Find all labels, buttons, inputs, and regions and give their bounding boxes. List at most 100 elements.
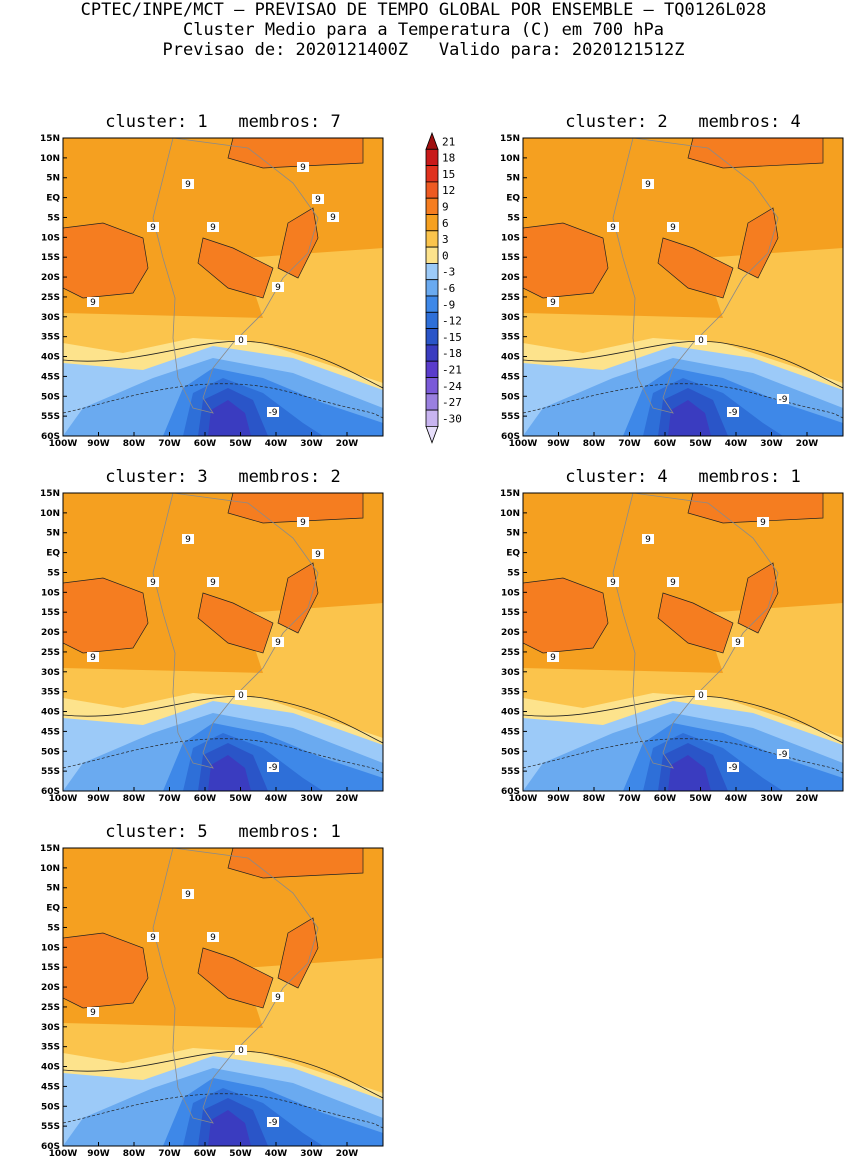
lon-tick-label: 60W xyxy=(654,794,677,804)
lon-tick-label: 70W xyxy=(618,439,641,449)
map-panel-2: 9 9 9 9 0 -9 -9 15N 10N 5N EQ 5S 10S 15S 20S 25S 30S 35S 4… xyxy=(500,134,844,449)
lat-tick-label: 45S xyxy=(41,727,60,737)
lon-tick-label: 30W xyxy=(760,439,783,449)
contour-label-9: 9 xyxy=(90,1008,96,1018)
contour-label-9: 9 xyxy=(670,578,676,588)
contour-label-9: 9 xyxy=(185,890,191,900)
colorbar-label: -30 xyxy=(442,412,462,425)
lon-tick-label: 70W xyxy=(158,794,181,804)
contour-label-neg9: -9 xyxy=(729,408,738,418)
contour-label-9: 9 xyxy=(300,518,306,528)
lon-tick-label: 50W xyxy=(229,1149,252,1157)
contour-label-0: 0 xyxy=(698,691,704,701)
lon-tick-label: 40W xyxy=(725,794,748,804)
lat-tick-label: 5N xyxy=(46,884,60,894)
lat-tick-label: 55S xyxy=(41,767,60,777)
contour-label-neg9: -9 xyxy=(269,408,278,418)
contour-label-9: 9 xyxy=(610,578,616,588)
lat-tick-label: 10S xyxy=(501,233,520,243)
contour-label-neg9: -9 xyxy=(779,395,788,405)
lat-tick-label: 15S xyxy=(501,608,520,618)
lat-tick-label: 60S xyxy=(41,432,60,442)
lon-tick-label: 20W xyxy=(336,794,359,804)
colorbar-label: 0 xyxy=(442,249,449,262)
lat-tick-label: 20S xyxy=(41,983,60,993)
lon-tick-label: 80W xyxy=(123,794,146,804)
colorbar-swatch xyxy=(425,360,439,378)
lon-tick-label: 50W xyxy=(689,794,712,804)
lon-tick-label: 20W xyxy=(336,1149,359,1157)
colorbar-label: 6 xyxy=(442,217,449,230)
lon-tick-label: 30W xyxy=(300,1149,323,1157)
lat-tick-label: 15N xyxy=(500,489,520,499)
lon-tick-label: 40W xyxy=(725,439,748,449)
continent-outline xyxy=(612,138,779,414)
colorbar-label: -27 xyxy=(442,396,462,409)
lat-tick-label: 40S xyxy=(41,708,60,718)
lat-tick-label: 60S xyxy=(41,1142,60,1152)
colorbar-label: 15 xyxy=(442,168,455,181)
lon-tick-label: 80W xyxy=(123,1149,146,1157)
colorbar-label: 21 xyxy=(442,135,455,148)
colorbar-swatch xyxy=(425,393,439,411)
lat-tick-label: 10N xyxy=(40,864,60,874)
lat-tick-label: 5N xyxy=(46,529,60,539)
colorbar-label: 12 xyxy=(442,184,455,197)
lat-tick-label: 40S xyxy=(501,708,520,718)
colorbar-swatch xyxy=(425,165,439,183)
contour-label-9: 9 xyxy=(150,223,156,233)
lat-tick-label: 45S xyxy=(41,1082,60,1092)
contour-label-9: 9 xyxy=(550,653,556,663)
contour-label-9: 9 xyxy=(275,638,281,648)
lat-tick-label: 20S xyxy=(41,273,60,283)
colorbar-swatch xyxy=(425,426,439,444)
lat-tick-label: 10S xyxy=(501,588,520,598)
lat-tick-label: 20S xyxy=(41,628,60,638)
contour-label-9: 9 xyxy=(150,933,156,943)
lat-tick-label: 15S xyxy=(501,253,520,263)
contour-label-0: 0 xyxy=(698,336,704,346)
colorbar-swatch xyxy=(425,328,439,346)
lat-tick-label: 35S xyxy=(501,688,520,698)
lon-tick-label: 70W xyxy=(158,439,181,449)
colorbar-label: -24 xyxy=(442,380,462,393)
lat-tick-label: 25S xyxy=(41,1003,60,1013)
contour-label-9: 9 xyxy=(760,518,766,528)
colorbar-swatch xyxy=(425,311,439,329)
contour-label-9: 9 xyxy=(550,298,556,308)
map-panel-5: 9 9 9 9 9 0 -9 15N 10N 5N EQ 5S 10S 15S 20S 25S 30S 35S 40… xyxy=(40,844,384,1157)
lon-tick-label: 30W xyxy=(300,794,323,804)
contour-label-9: 9 xyxy=(610,223,616,233)
colorbar-swatch xyxy=(425,246,439,264)
colorbar-swatch xyxy=(425,295,439,313)
lon-tick-label: 40W xyxy=(265,439,288,449)
colorbar-swatch xyxy=(425,197,439,215)
lon-tick-label: 50W xyxy=(229,439,252,449)
colorbar-swatch xyxy=(425,409,439,427)
colorbar-label: -9 xyxy=(442,298,455,311)
lat-tick-label: 30S xyxy=(41,313,60,323)
lat-tick-label: EQ xyxy=(46,904,60,914)
header-line-2: Cluster Medio para a Temperatura (C) em … xyxy=(182,20,665,40)
lon-tick-label: 80W xyxy=(123,439,146,449)
colorbar-label: 3 xyxy=(442,233,449,246)
lat-tick-label: 50S xyxy=(41,1102,60,1112)
lon-tick-label: 70W xyxy=(618,794,641,804)
map-frame xyxy=(62,137,384,437)
lon-tick-label: 60W xyxy=(194,1149,217,1157)
lat-tick-label: 30S xyxy=(501,668,520,678)
map-frame xyxy=(62,847,384,1147)
lat-tick-label: 50S xyxy=(501,392,520,402)
lon-tick-label: 70W xyxy=(158,1149,181,1157)
continent-outline xyxy=(152,138,319,414)
lat-tick-label: 35S xyxy=(41,1043,60,1053)
lat-tick-label: 20S xyxy=(501,273,520,283)
lon-tick-label: 40W xyxy=(265,1149,288,1157)
contour-label-neg9: -9 xyxy=(779,750,788,760)
lat-tick-label: 15S xyxy=(41,963,60,973)
lat-tick-label: 60S xyxy=(501,787,520,797)
lat-tick-label: 30S xyxy=(41,1023,60,1033)
temperature-field xyxy=(63,138,383,436)
lat-tick-label: 25S xyxy=(41,293,60,303)
lon-tick-label: 40W xyxy=(265,794,288,804)
